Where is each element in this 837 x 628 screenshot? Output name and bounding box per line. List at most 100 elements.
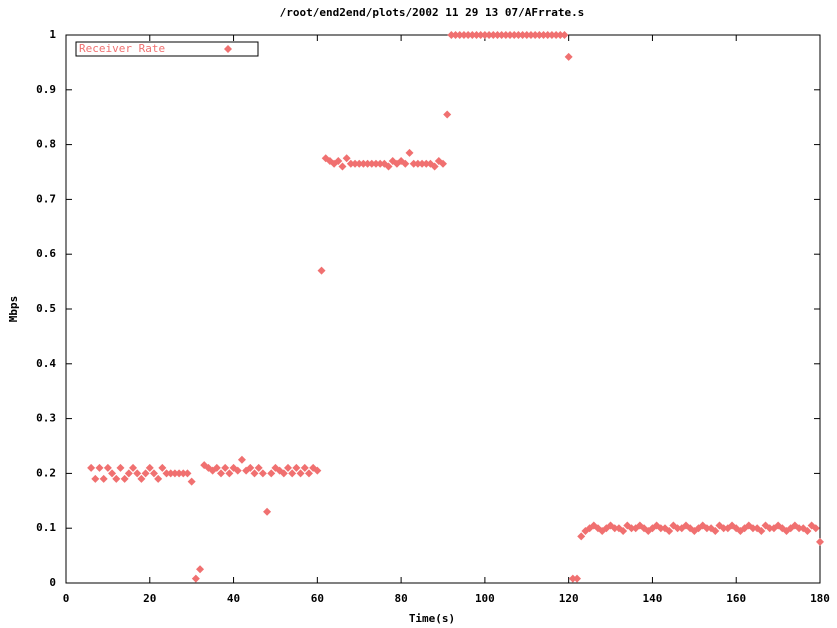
x-tick-label: 100 [475, 592, 495, 605]
point [459, 31, 468, 39]
point [175, 469, 184, 478]
point [216, 469, 225, 478]
x-tick-label: 0 [63, 592, 70, 605]
point [451, 31, 460, 39]
point [468, 31, 477, 39]
point [342, 154, 351, 163]
point [522, 31, 531, 39]
point [376, 159, 385, 168]
point [430, 162, 439, 171]
point [145, 463, 154, 472]
legend-marker [224, 45, 232, 53]
point [313, 466, 322, 475]
point [334, 157, 343, 166]
point [170, 469, 179, 478]
point [489, 31, 498, 39]
point [137, 474, 146, 483]
point [124, 469, 133, 478]
point [221, 463, 230, 472]
point [656, 524, 665, 533]
point [748, 524, 757, 533]
point [258, 469, 267, 478]
point [485, 31, 494, 39]
y-tick-label: 0.4 [36, 357, 56, 370]
point [237, 455, 246, 464]
point [212, 463, 221, 472]
y-axis-label: Mbps [7, 296, 20, 323]
point [464, 31, 473, 39]
point [803, 526, 812, 535]
point [187, 477, 196, 486]
legend-box [75, 41, 259, 57]
legend-label: Receiver Rate [79, 42, 165, 55]
point [673, 524, 682, 533]
chart-title: /root/end2end/plots/2002 11 29 13 07/AFr… [280, 6, 585, 19]
point [304, 469, 313, 478]
point [141, 469, 150, 478]
point [196, 565, 205, 574]
point [292, 463, 301, 472]
point [351, 159, 360, 168]
y-tick-label: 1 [49, 28, 56, 41]
point [129, 463, 138, 472]
point [279, 469, 288, 478]
point [719, 524, 728, 533]
point [568, 574, 577, 583]
point [543, 31, 552, 39]
point [250, 469, 259, 478]
point [225, 469, 234, 478]
point [162, 469, 171, 478]
x-axis-label: Time(s) [409, 612, 455, 625]
point [577, 532, 586, 541]
point [816, 537, 824, 546]
point [811, 524, 820, 533]
point [112, 474, 121, 483]
y-tick-label: 0 [49, 576, 56, 589]
point [296, 469, 305, 478]
point [233, 466, 242, 475]
point [455, 31, 464, 39]
point [367, 159, 376, 168]
point [87, 463, 96, 472]
point [401, 159, 410, 168]
point [526, 31, 535, 39]
point [765, 524, 774, 533]
point [116, 463, 125, 472]
point [191, 574, 200, 583]
point [103, 463, 112, 472]
point [480, 31, 489, 39]
point [472, 31, 481, 39]
plot-frame [65, 34, 821, 584]
point [288, 469, 297, 478]
point [497, 31, 506, 39]
point [405, 148, 414, 157]
point [518, 31, 527, 39]
point [166, 469, 175, 478]
x-tick-label: 160 [726, 592, 746, 605]
point [795, 524, 804, 533]
point [246, 463, 255, 472]
point [99, 474, 108, 483]
point [439, 159, 447, 168]
x-tick-label: 80 [394, 592, 407, 605]
point [506, 31, 515, 39]
point [267, 469, 276, 478]
y-tick-label: 0.6 [36, 247, 56, 260]
x-tick-label: 60 [311, 592, 324, 605]
point [91, 474, 100, 483]
x-tick-label: 180 [810, 592, 830, 605]
point [371, 159, 380, 168]
point [757, 526, 766, 535]
point [573, 574, 582, 583]
point [179, 469, 188, 478]
y-tick-label: 0.5 [36, 302, 56, 315]
point [254, 463, 263, 472]
point [346, 159, 355, 168]
point [447, 31, 456, 39]
point [556, 31, 565, 39]
x-tick-label: 20 [143, 592, 156, 605]
x-tick-label: 40 [227, 592, 240, 605]
point [108, 469, 117, 478]
point [476, 31, 485, 39]
